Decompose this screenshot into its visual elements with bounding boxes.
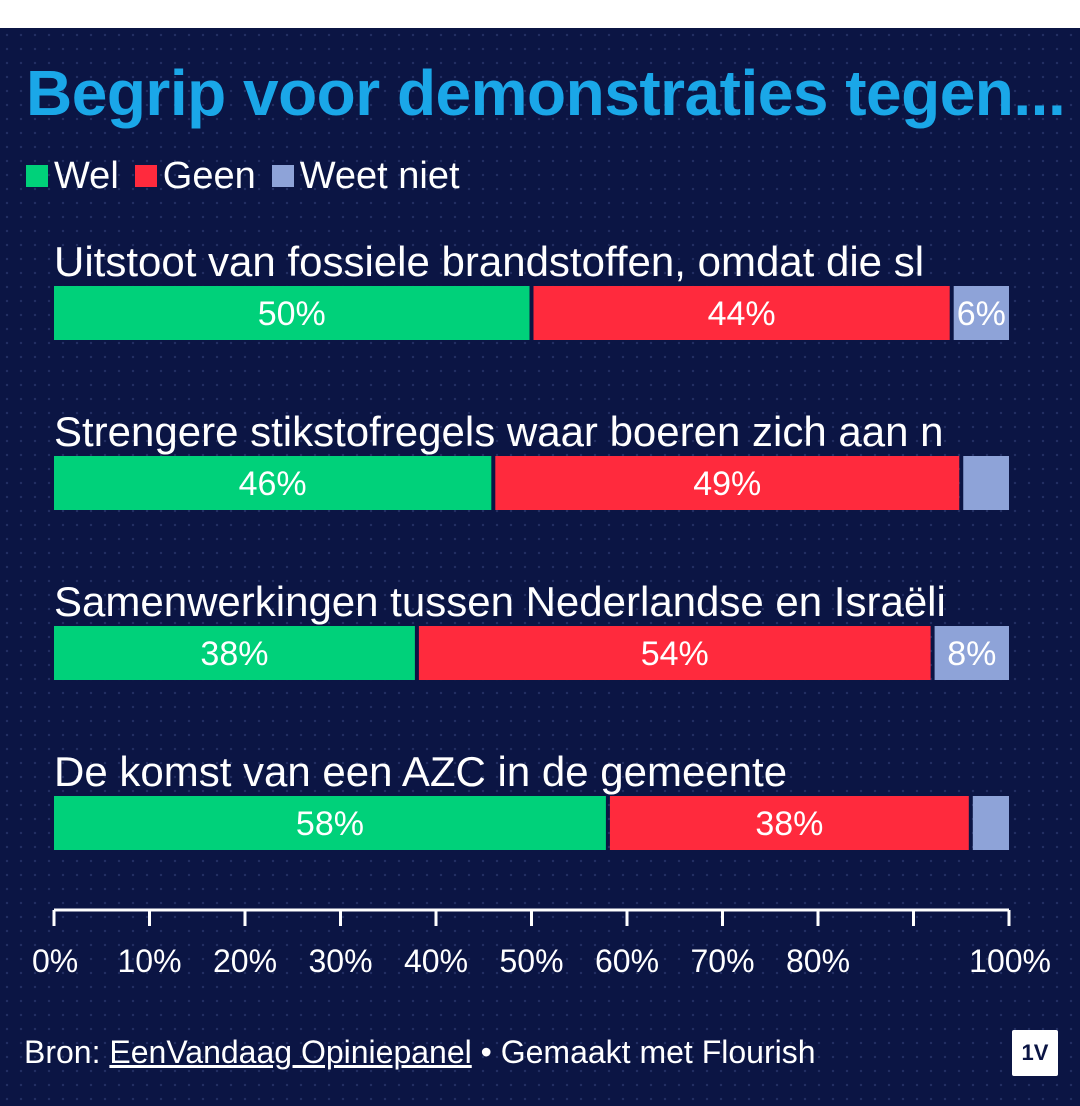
bar-segment-wel [54,796,606,850]
data-label: 8% [947,635,996,673]
x-tick-label: 40% [404,943,468,979]
bar-segment-weet-niet [953,286,1009,340]
category-label: Uitstoot van fossiele brandstoffen, omda… [54,238,924,285]
bar-segment-weet-niet [972,796,1009,850]
bar-segment-weet-niet [934,626,1009,680]
x-tick-label: 70% [690,943,754,979]
source-link[interactable]: EenVandaag Opiniepanel [109,1034,472,1070]
data-label: 49% [693,465,761,503]
legend-item-wel[interactable]: Wel [26,155,119,198]
category-label: Strengere stikstofregels waar boeren zic… [54,408,944,455]
x-tick-label: 100% [969,943,1051,979]
legend-item-weet-niet[interactable]: Weet niet [271,154,460,198]
chart-title: Begrip voor demonstraties tegen... [26,57,1066,129]
bar-segment-geen [418,626,931,680]
legend-swatch-geen [134,165,157,187]
footer: Bron: EenVandaag Opiniepanel • Gemaakt m… [24,1034,816,1071]
legend-label-wel: Wel [54,154,119,197]
category-label: Samenwerkingen tussen Nederlandse en Isr… [54,578,946,625]
x-tick-label: 20% [213,943,277,979]
data-label: 6% [957,295,1006,333]
category-label: De komst van een AZC in de gemeente [54,748,787,795]
legend-swatch-weet-niet [271,165,294,187]
top-strip [0,0,1080,28]
eenvandaag-logo: 1V [1012,1030,1058,1076]
legend-item-geen[interactable]: Geen [134,154,256,198]
x-tick-label: 0% [32,943,78,979]
legend-swatch-wel [26,165,48,187]
bar-segment-geen [609,796,969,850]
data-label: 58% [296,805,364,843]
legend-label-geen: Geen [162,154,256,197]
legend-label-weet-niet: Weet niet [299,154,460,197]
data-label: 50% [258,295,326,333]
bar-segment-geen [533,286,950,340]
stacked-bar-chart: Uitstoot van fossiele brandstoffen, omda… [32,238,1051,979]
data-label: 38% [200,635,268,673]
bar-segment-geen [495,456,960,510]
x-tick-label: 60% [595,943,659,979]
data-label: 54% [641,635,709,673]
x-tick-label: 10% [117,943,181,979]
bar-segment-wel [54,286,530,340]
legend: Wel Geen Weet niet [26,154,476,198]
bar-segment-weet-niet [963,456,1009,510]
chart-panel: Begrip voor demonstraties tegen... Wel G… [0,28,1080,1106]
bar-segment-wel [54,626,415,680]
data-label: 46% [239,465,307,503]
x-tick-label: 30% [308,943,372,979]
bar-segment-wel [54,456,492,510]
x-tick-label: 50% [499,943,563,979]
footer-source-prefix: Bron: [24,1034,110,1070]
data-label: 38% [755,805,823,843]
x-tick-label: 80% [786,943,850,979]
footer-made-with: • Gemaakt met Flourish [471,1034,816,1070]
data-label: 44% [708,295,776,333]
